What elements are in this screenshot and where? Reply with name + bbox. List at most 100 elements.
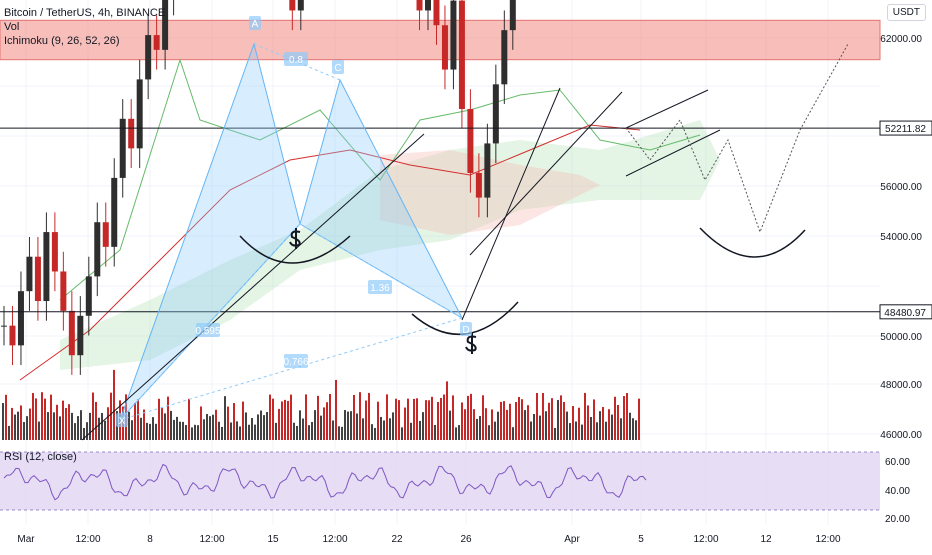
- volume-bar: [572, 406, 574, 440]
- candle-body: [467, 108, 474, 173]
- volume-bar: [629, 412, 631, 440]
- candle-body: [441, 25, 448, 70]
- time-tick-label: Mar: [17, 534, 35, 545]
- chart-legend: Bitcoin / TetherUS, 4h, BINANCE Vol Ichi…: [4, 6, 165, 48]
- volume-bar: [263, 415, 265, 440]
- volume-bar: [128, 411, 130, 440]
- volume-bar: [509, 403, 511, 440]
- candle-body: [145, 35, 152, 80]
- chart-title: Bitcoin / TetherUS, 4h, BINANCE: [4, 7, 166, 19]
- volume-bar: [158, 398, 160, 440]
- volume-bar: [485, 408, 487, 440]
- volume-bar: [479, 416, 481, 440]
- volume-bar: [551, 398, 553, 440]
- dollar-sign-mark: [289, 228, 301, 249]
- volume-bar: [107, 407, 109, 440]
- volume-bar: [320, 415, 322, 440]
- fib-label-bg: [284, 354, 308, 368]
- volume-bar: [44, 398, 46, 440]
- rsi-line: [3, 463, 647, 501]
- volume-bar: [140, 417, 142, 440]
- volume-bar: [494, 421, 496, 440]
- volume-bar: [530, 421, 532, 440]
- volume-bar: [74, 423, 76, 440]
- drawings: A 0.8 C 1.36 0.595 0.766 D X: [81, 16, 849, 441]
- ichimoku-label: Ichimoku (9, 26, 52, 26): [4, 35, 120, 47]
- volume-bar: [500, 401, 502, 440]
- volume-bar: [431, 396, 433, 440]
- volume-bar: [284, 399, 286, 440]
- volume-bar: [554, 427, 556, 440]
- volume-bar: [254, 424, 256, 440]
- volume-bar: [515, 402, 517, 440]
- volume-bar: [548, 402, 550, 440]
- volume-bar: [560, 395, 562, 440]
- candle-body: [17, 291, 24, 346]
- fib-label-bg: [368, 280, 392, 294]
- volume-bar: [299, 410, 301, 440]
- volume-bar: [152, 417, 154, 440]
- volume-bar: [257, 414, 259, 440]
- price-tick-label: 46000.00: [880, 430, 922, 441]
- volume-bar: [386, 394, 388, 440]
- volume-bar: [287, 400, 289, 440]
- candles: [1, 0, 516, 375]
- volume-bar: [56, 404, 58, 440]
- volume-bar: [626, 393, 628, 440]
- price-level-label: 48480.97: [884, 308, 926, 319]
- volume-bar: [101, 412, 103, 440]
- volume-bar: [206, 414, 208, 440]
- volume-bar: [533, 414, 535, 440]
- candle-body: [484, 143, 491, 198]
- trendline: [461, 87, 561, 321]
- volume-bar: [419, 420, 421, 440]
- volume-bar: [293, 422, 295, 440]
- volume-bar: [32, 393, 34, 440]
- volume-bar: [134, 402, 136, 440]
- volume-bar: [80, 410, 82, 440]
- volume-bar: [446, 381, 448, 440]
- volume-bar: [602, 407, 604, 440]
- volume-bar: [65, 407, 67, 440]
- volume-bar: [239, 426, 241, 440]
- volume-bar: [143, 409, 145, 440]
- time-tick-label: 5: [638, 534, 644, 545]
- volume-bar: [326, 402, 328, 440]
- volume-bar: [512, 427, 514, 440]
- volume-bar: [86, 422, 88, 440]
- volume-bar: [224, 396, 226, 440]
- volume-bar: [278, 408, 280, 440]
- volume-bar: [233, 403, 235, 440]
- volume-bar: [371, 424, 373, 440]
- candle-body: [9, 325, 16, 346]
- projection-path: [625, 43, 849, 234]
- volume-bar: [230, 422, 232, 440]
- volume-bar: [623, 396, 625, 440]
- volume-bar: [89, 412, 91, 440]
- fib-label-bg: [460, 322, 472, 336]
- time-tick-label: 26: [460, 534, 472, 545]
- volume-bar: [269, 394, 271, 440]
- volume-bar: [428, 400, 430, 440]
- volume-bar: [404, 407, 406, 440]
- volume-bar: [434, 425, 436, 440]
- rsi-tick-label: 40.00: [885, 486, 910, 497]
- volume-bar: [68, 404, 70, 440]
- candle-body: [297, 0, 304, 11]
- time-axis: Mar 12:00 8 12:00 15 12:00 22 26 Apr 5 12:00 12 12:0…: [17, 534, 841, 545]
- candle-body: [119, 118, 126, 178]
- currency-button[interactable]: USDT: [886, 4, 926, 21]
- vol-label: Vol: [4, 21, 20, 33]
- harmonic-leg: [299, 78, 464, 320]
- volume-bar: [179, 421, 181, 440]
- volume-bar: [77, 416, 79, 440]
- chikou-line: [59, 58, 701, 301]
- volume-bar: [251, 418, 253, 440]
- volume-bar: [137, 399, 139, 440]
- volume-bar: [146, 422, 148, 440]
- volume-bar: [47, 412, 49, 440]
- price-levels: [0, 127, 880, 313]
- price-axis: 62000.00 56000.00 54000.00 50000.00 48000.00…: [879, 34, 932, 525]
